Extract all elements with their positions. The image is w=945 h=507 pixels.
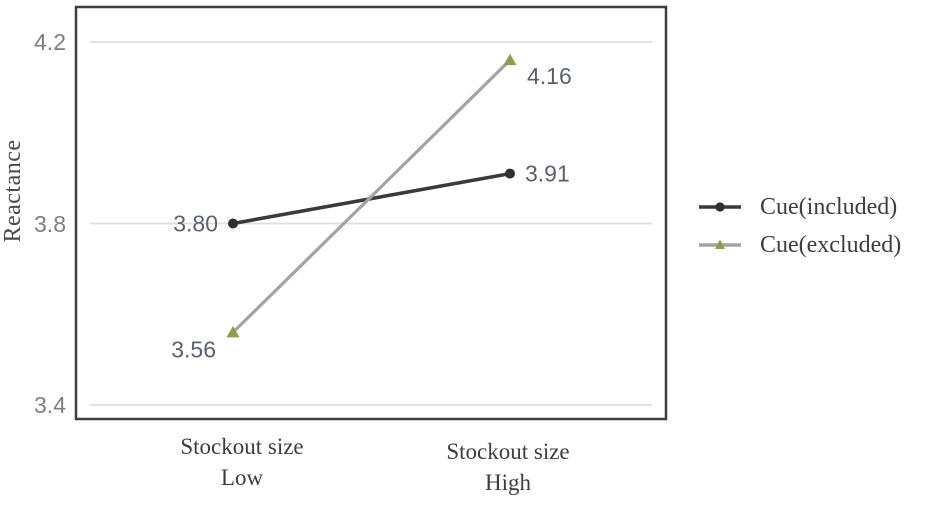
data-point-circle (228, 218, 238, 229)
legend-item-cue-excluded: Cue(excluded) (698, 226, 901, 264)
series-layer (226, 53, 517, 338)
legend-label-cue-included: Cue(included) (760, 193, 898, 220)
y-axis-title: Reactance (0, 139, 26, 243)
point-label-layer: 3.80 3.91 3.56 4.16 (171, 63, 572, 362)
x-category-high-line1: Stockout size (446, 439, 570, 464)
data-point-label: 3.56 (171, 336, 216, 362)
data-point-label: 4.16 (527, 63, 572, 89)
x-category-high-line2: High (485, 470, 531, 495)
series-line-1 (231, 59, 512, 334)
data-point-triangle (226, 325, 240, 338)
y-tick-label: 3.8 (34, 210, 66, 237)
series-line-0 (232, 171, 511, 226)
x-category-low: Stockout size Low (122, 431, 362, 493)
data-point-circle (505, 168, 515, 179)
legend-key-line-triangle-icon (699, 239, 741, 249)
legend-item-cue-included: Cue(included) (698, 188, 901, 226)
gridlines (90, 41, 652, 406)
x-category-high: Stockout size High (388, 436, 628, 498)
x-category-low-line1: Stockout size (180, 434, 304, 459)
legend-key-line-dot-icon (699, 202, 741, 212)
y-tick-label: 4.2 (34, 29, 66, 55)
legend: Cue(included) Cue(excluded) (698, 188, 901, 264)
legend-label-cue-excluded: Cue(excluded) (760, 231, 902, 258)
plot-area-border (74, 5, 668, 421)
x-category-low-line2: Low (220, 465, 264, 490)
data-point-triangle (503, 53, 517, 66)
y-tick-label: 3.4 (34, 392, 66, 418)
data-point-label: 3.91 (525, 161, 570, 187)
data-point-label: 3.80 (173, 211, 218, 237)
